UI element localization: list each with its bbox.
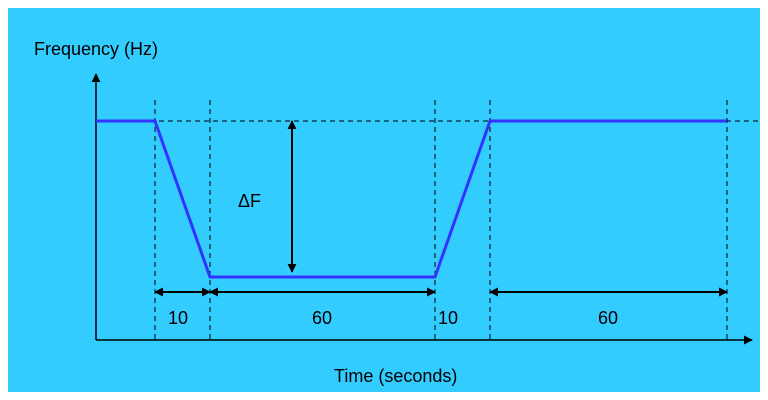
diagram-panel: Frequency (Hz) Time (seconds) ΔF 10 60 1…: [8, 8, 760, 392]
frequency-trace: [96, 121, 727, 277]
segment-label: 60: [312, 308, 332, 328]
y-axis-label: Frequency (Hz): [34, 39, 158, 59]
segment-label: 10: [168, 308, 188, 328]
frequency-time-diagram: Frequency (Hz) Time (seconds) ΔF 10 60 1…: [8, 8, 760, 392]
segment-label: 60: [598, 308, 618, 328]
x-axis-label: Time (seconds): [334, 366, 457, 386]
delta-f-label: ΔF: [238, 191, 261, 211]
segment-label: 10: [438, 308, 458, 328]
